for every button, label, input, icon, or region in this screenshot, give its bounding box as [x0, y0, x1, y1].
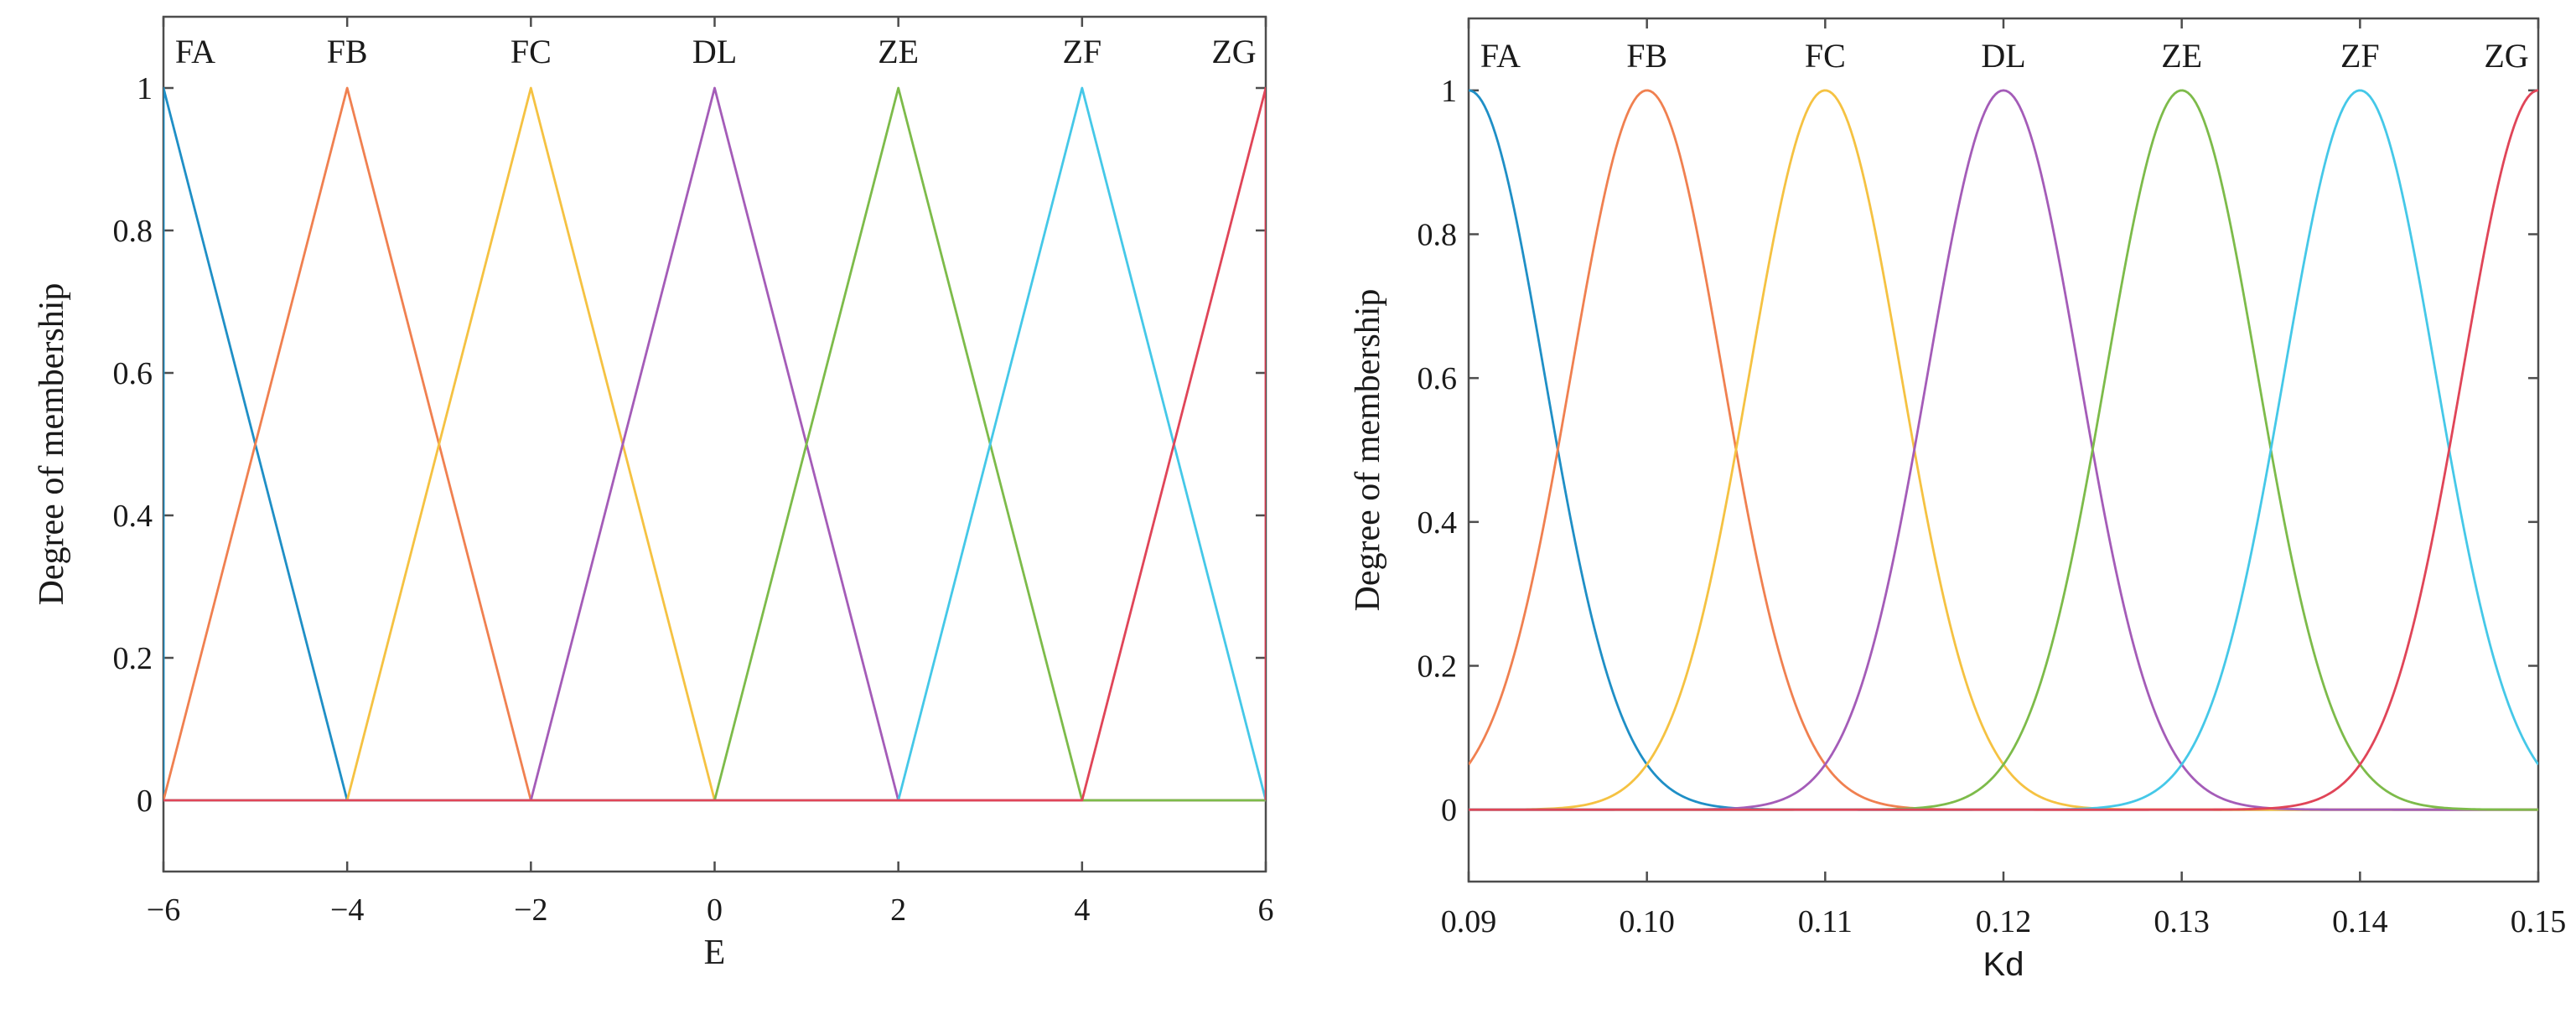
y-tick-label: 0.8 [113, 214, 153, 249]
plot-frame [162, 15, 1267, 873]
right-chart-gaussian: 0.09 0.10 0.11 0.12 0.13 0.14 0.15 0 0.2 0.4 0.6 0.… [1349, 17, 2567, 983]
y-tick-label: 0 [137, 784, 153, 819]
left-chart-triangular: −6 −4 −2 0 2 4 6 0 0.2 0.4 0.6 0.8 1 E Degree of membe… [33, 15, 1274, 972]
y-tick-label: 1 [1441, 74, 1457, 109]
mf-label-fb: FB [327, 33, 368, 70]
x-tick-label: 4 [1074, 892, 1090, 928]
mf-label-zg: ZG [1211, 33, 1256, 70]
x-tick-label: 0.12 [1976, 904, 2032, 939]
x-tick-label: 0.10 [1619, 904, 1675, 939]
x-tick-label: −4 [330, 892, 364, 928]
x-tick-label: 0.15 [2511, 904, 2567, 939]
y-tick-label: 0.2 [1418, 649, 1458, 685]
y-tick-label: 0.8 [1418, 218, 1458, 253]
series-line-fb [163, 86, 1266, 802]
mf-label-ze: ZE [878, 33, 919, 70]
mf-label-zg: ZG [2484, 37, 2528, 75]
mf-label-zf: ZF [1062, 33, 1101, 70]
series-line-zf [1469, 89, 2538, 811]
mf-label-fc: FC [1805, 37, 1846, 75]
series-line-ze [163, 86, 1266, 802]
x-tick-label: −6 [147, 892, 180, 928]
x-tick-label: 0.14 [2332, 904, 2388, 939]
plot-frame [1467, 17, 2540, 883]
y-tick-label: 0.4 [113, 499, 153, 534]
y-axis-title: Degree of membership [1349, 289, 1387, 612]
x-axis-title: E [704, 934, 726, 972]
x-tick-label: −2 [514, 892, 547, 928]
mf-label-zf: ZF [2340, 37, 2380, 75]
mf-label-ze: ZE [2161, 37, 2202, 75]
series-line-zg [1469, 89, 2538, 811]
x-tick-label: 0.13 [2154, 904, 2210, 939]
plot-area [1469, 89, 2538, 811]
y-tick-label: 0.2 [113, 641, 153, 676]
y-tick-label: 1 [137, 71, 153, 106]
x-axis-title: Kd [1983, 946, 2024, 983]
x-tick-label: 6 [1258, 892, 1274, 928]
y-tick-label: 0 [1441, 793, 1457, 828]
y-axis-title: Degree of membership [33, 283, 71, 606]
series-line-dl [163, 86, 1266, 802]
x-tick-label: 2 [890, 892, 906, 928]
plot-area [163, 86, 1266, 802]
y-tick-label: 0.6 [1418, 361, 1458, 396]
x-tick-label: 0.11 [1798, 904, 1853, 939]
series-line-zg [163, 86, 1266, 802]
mf-label-fb: FB [1626, 37, 1667, 75]
series-line-fa [163, 86, 1266, 802]
x-tick-label: 0.09 [1441, 904, 1497, 939]
series-line-fb [1469, 89, 2538, 811]
series-line-ze [1469, 89, 2538, 811]
mf-label-dl: DL [692, 33, 737, 70]
series-line-fc [163, 86, 1266, 802]
series-line-fa [1469, 89, 2538, 811]
y-tick-label: 0.4 [1418, 505, 1458, 541]
series-line-dl [1469, 89, 2538, 811]
series-line-zf [163, 86, 1266, 802]
mf-label-fc: FC [511, 33, 552, 70]
mf-label-fa: FA [175, 33, 215, 70]
y-tick-label: 0.6 [113, 356, 153, 391]
x-tick-label: 0 [707, 892, 723, 928]
mf-label-fa: FA [1480, 37, 1521, 75]
series-line-fc [1469, 89, 2538, 811]
mf-label-dl: DL [1981, 37, 2025, 75]
